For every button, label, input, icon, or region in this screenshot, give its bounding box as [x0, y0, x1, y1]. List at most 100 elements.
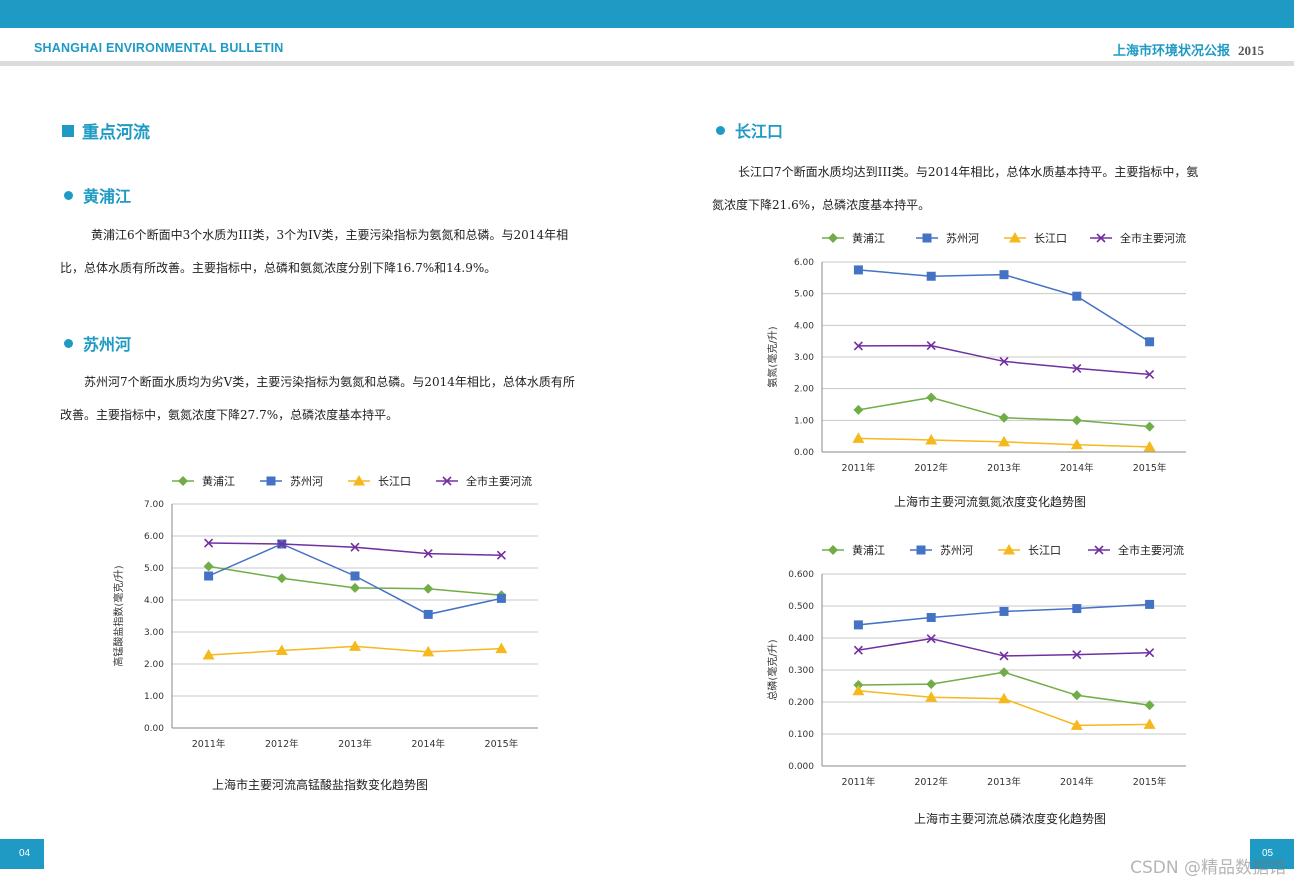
y-tick-label: 0.300: [788, 666, 814, 676]
data-point: [926, 613, 936, 623]
huangpu-paragraph-line2: 比，总体水质有所改善。主要指标中，总磷和氨氮浓度分别下降16.7%和14.9%。: [60, 261, 497, 275]
data-point: [1070, 438, 1083, 450]
data-point: [275, 644, 288, 656]
y-tick-label: 0.200: [788, 698, 814, 708]
data-point: [1144, 421, 1155, 432]
data-point: [853, 341, 863, 351]
x-tick-label: 2011年: [842, 462, 876, 474]
y-tick-label: 4.00: [144, 596, 164, 606]
legend-marker: [178, 476, 188, 486]
legend-marker: [922, 233, 932, 243]
y-tick-label: 0.00: [794, 448, 814, 458]
legend-label: 黄浦江: [852, 543, 885, 557]
permanganate-chart-caption: 上海市主要河流高锰酸盐指数变化趋势图: [212, 778, 429, 792]
dot-bullet-icon: [716, 126, 725, 135]
y-tick-label: 6.00: [794, 258, 814, 268]
x-tick-label: 2013年: [987, 776, 1021, 788]
y-tick-label: 0.100: [788, 730, 814, 740]
y-axis-label: 高锰酸盐指数(毫克/升): [112, 565, 125, 666]
data-point: [999, 356, 1009, 366]
watermark: CSDN @精品数据馆: [1130, 858, 1286, 878]
data-point: [853, 404, 864, 415]
legend-label: 长江口: [378, 475, 411, 488]
legend-marker: [1096, 233, 1106, 243]
y-tick-label: 1.00: [144, 692, 164, 702]
x-tick-label: 2015年: [1133, 462, 1167, 474]
data-point: [926, 634, 936, 644]
data-point: [204, 571, 214, 581]
data-point: [852, 432, 865, 443]
legend-marker: [353, 475, 365, 486]
data-point: [1072, 650, 1082, 660]
x-tick-label: 2011年: [842, 776, 876, 788]
data-point: [1072, 363, 1082, 373]
data-point: [853, 620, 863, 630]
legend-label: 黄浦江: [202, 474, 235, 488]
y-tick-label: 5.00: [144, 564, 164, 574]
data-point: [1070, 719, 1083, 730]
data-point: [999, 270, 1009, 280]
legend-label: 长江口: [1034, 232, 1067, 245]
data-point: [926, 679, 937, 690]
legend-marker: [1003, 544, 1015, 555]
subsection-changjiang: 长江口: [716, 118, 783, 142]
y-tick-label: 3.00: [144, 628, 164, 638]
series-line-3: [858, 637, 1150, 657]
ammonia-svg: 0.00 1.00 2.00 3.00 4.00 5.00 6.00 2011年 2012年 20…: [766, 231, 1186, 474]
data-point: [1071, 690, 1082, 701]
y-tick-label: 7.00: [144, 500, 164, 510]
section-key-rivers: 重点河流: [62, 118, 150, 143]
data-point: [1144, 700, 1155, 711]
legend-marker: [828, 545, 838, 555]
suzhou-paragraph-line1: 苏州河7个断面水质均为劣V类，主要污染指标为氨氮和总磷。与2014年相比，总体水…: [84, 375, 575, 389]
changjiang-paragraph-line2: 氮浓度下降21.6%，总磷浓度基本持平。: [712, 198, 931, 212]
page-number-right: 05: [1250, 839, 1294, 869]
x-tick-label: 2011年: [192, 738, 226, 750]
data-point: [999, 667, 1009, 678]
x-tick-label: 2012年: [914, 776, 948, 788]
x-tick-label: 2012年: [914, 462, 948, 474]
legend-label: 苏州河: [940, 544, 973, 557]
y-tick-label: 0.000: [788, 762, 814, 772]
y-tick-label: 4.00: [794, 321, 814, 331]
changjiang-paragraph-line1: 长江口7个断面水质均达到III类。与2014年相比，总体水质基本持平。主要指标中…: [738, 165, 1199, 179]
data-point: [1071, 415, 1082, 426]
series-line-3: [858, 344, 1150, 376]
dot-bullet-icon: [64, 191, 73, 200]
y-tick-label: 3.00: [794, 353, 814, 363]
y-tick-label: 0.600: [788, 570, 814, 580]
data-point: [204, 538, 214, 548]
data-point: [999, 651, 1009, 661]
data-point: [1145, 369, 1155, 379]
data-point: [1143, 718, 1156, 729]
x-tick-label: 2013年: [338, 738, 372, 750]
data-point: [203, 561, 214, 572]
data-point: [423, 583, 434, 594]
y-tick-label: 0.00: [144, 724, 164, 734]
data-point: [998, 692, 1010, 704]
legend-label: 长江口: [1028, 544, 1061, 557]
y-tick-label: 0.400: [788, 634, 814, 644]
y-tick-label: 1.00: [794, 416, 814, 426]
data-point: [423, 609, 433, 619]
subsection-suzhou-text: 苏州河: [83, 335, 132, 354]
legend-marker: [1009, 232, 1021, 243]
y-tick-label: 2.00: [144, 660, 164, 670]
bulletin-title-cn-text: 上海市环境状况公报: [1112, 44, 1230, 59]
data-point: [853, 645, 863, 655]
x-tick-label: 2014年: [1060, 776, 1094, 788]
data-point: [925, 691, 938, 702]
ammonia-chart: 0.00 1.00 2.00 3.00 4.00 5.00 6.00 2011年 2012年 20…: [752, 226, 1202, 481]
data-point: [1145, 337, 1155, 347]
page-header: SHANGHAI ENVIRONMENTAL BULLETIN 上海市环境状况公…: [0, 28, 1294, 62]
bulletin-title-en: SHANGHAI ENVIRONMENTAL BULLETIN: [34, 41, 284, 55]
y-tick-label: 2.00: [794, 385, 814, 395]
data-point: [998, 435, 1010, 447]
data-point: [999, 606, 1009, 616]
huangpu-paragraph-line1: 黄浦江6个断面中3个水质为III类，3个为IV类，主要污染指标为氨氮和总磷。与2…: [91, 228, 569, 242]
x-tick-label: 2015年: [1133, 776, 1167, 788]
data-point: [350, 542, 360, 552]
data-point: [853, 265, 863, 275]
legend-marker: [266, 476, 276, 486]
bulletin-title-cn: 上海市环境状况公报 2015: [1113, 40, 1264, 59]
